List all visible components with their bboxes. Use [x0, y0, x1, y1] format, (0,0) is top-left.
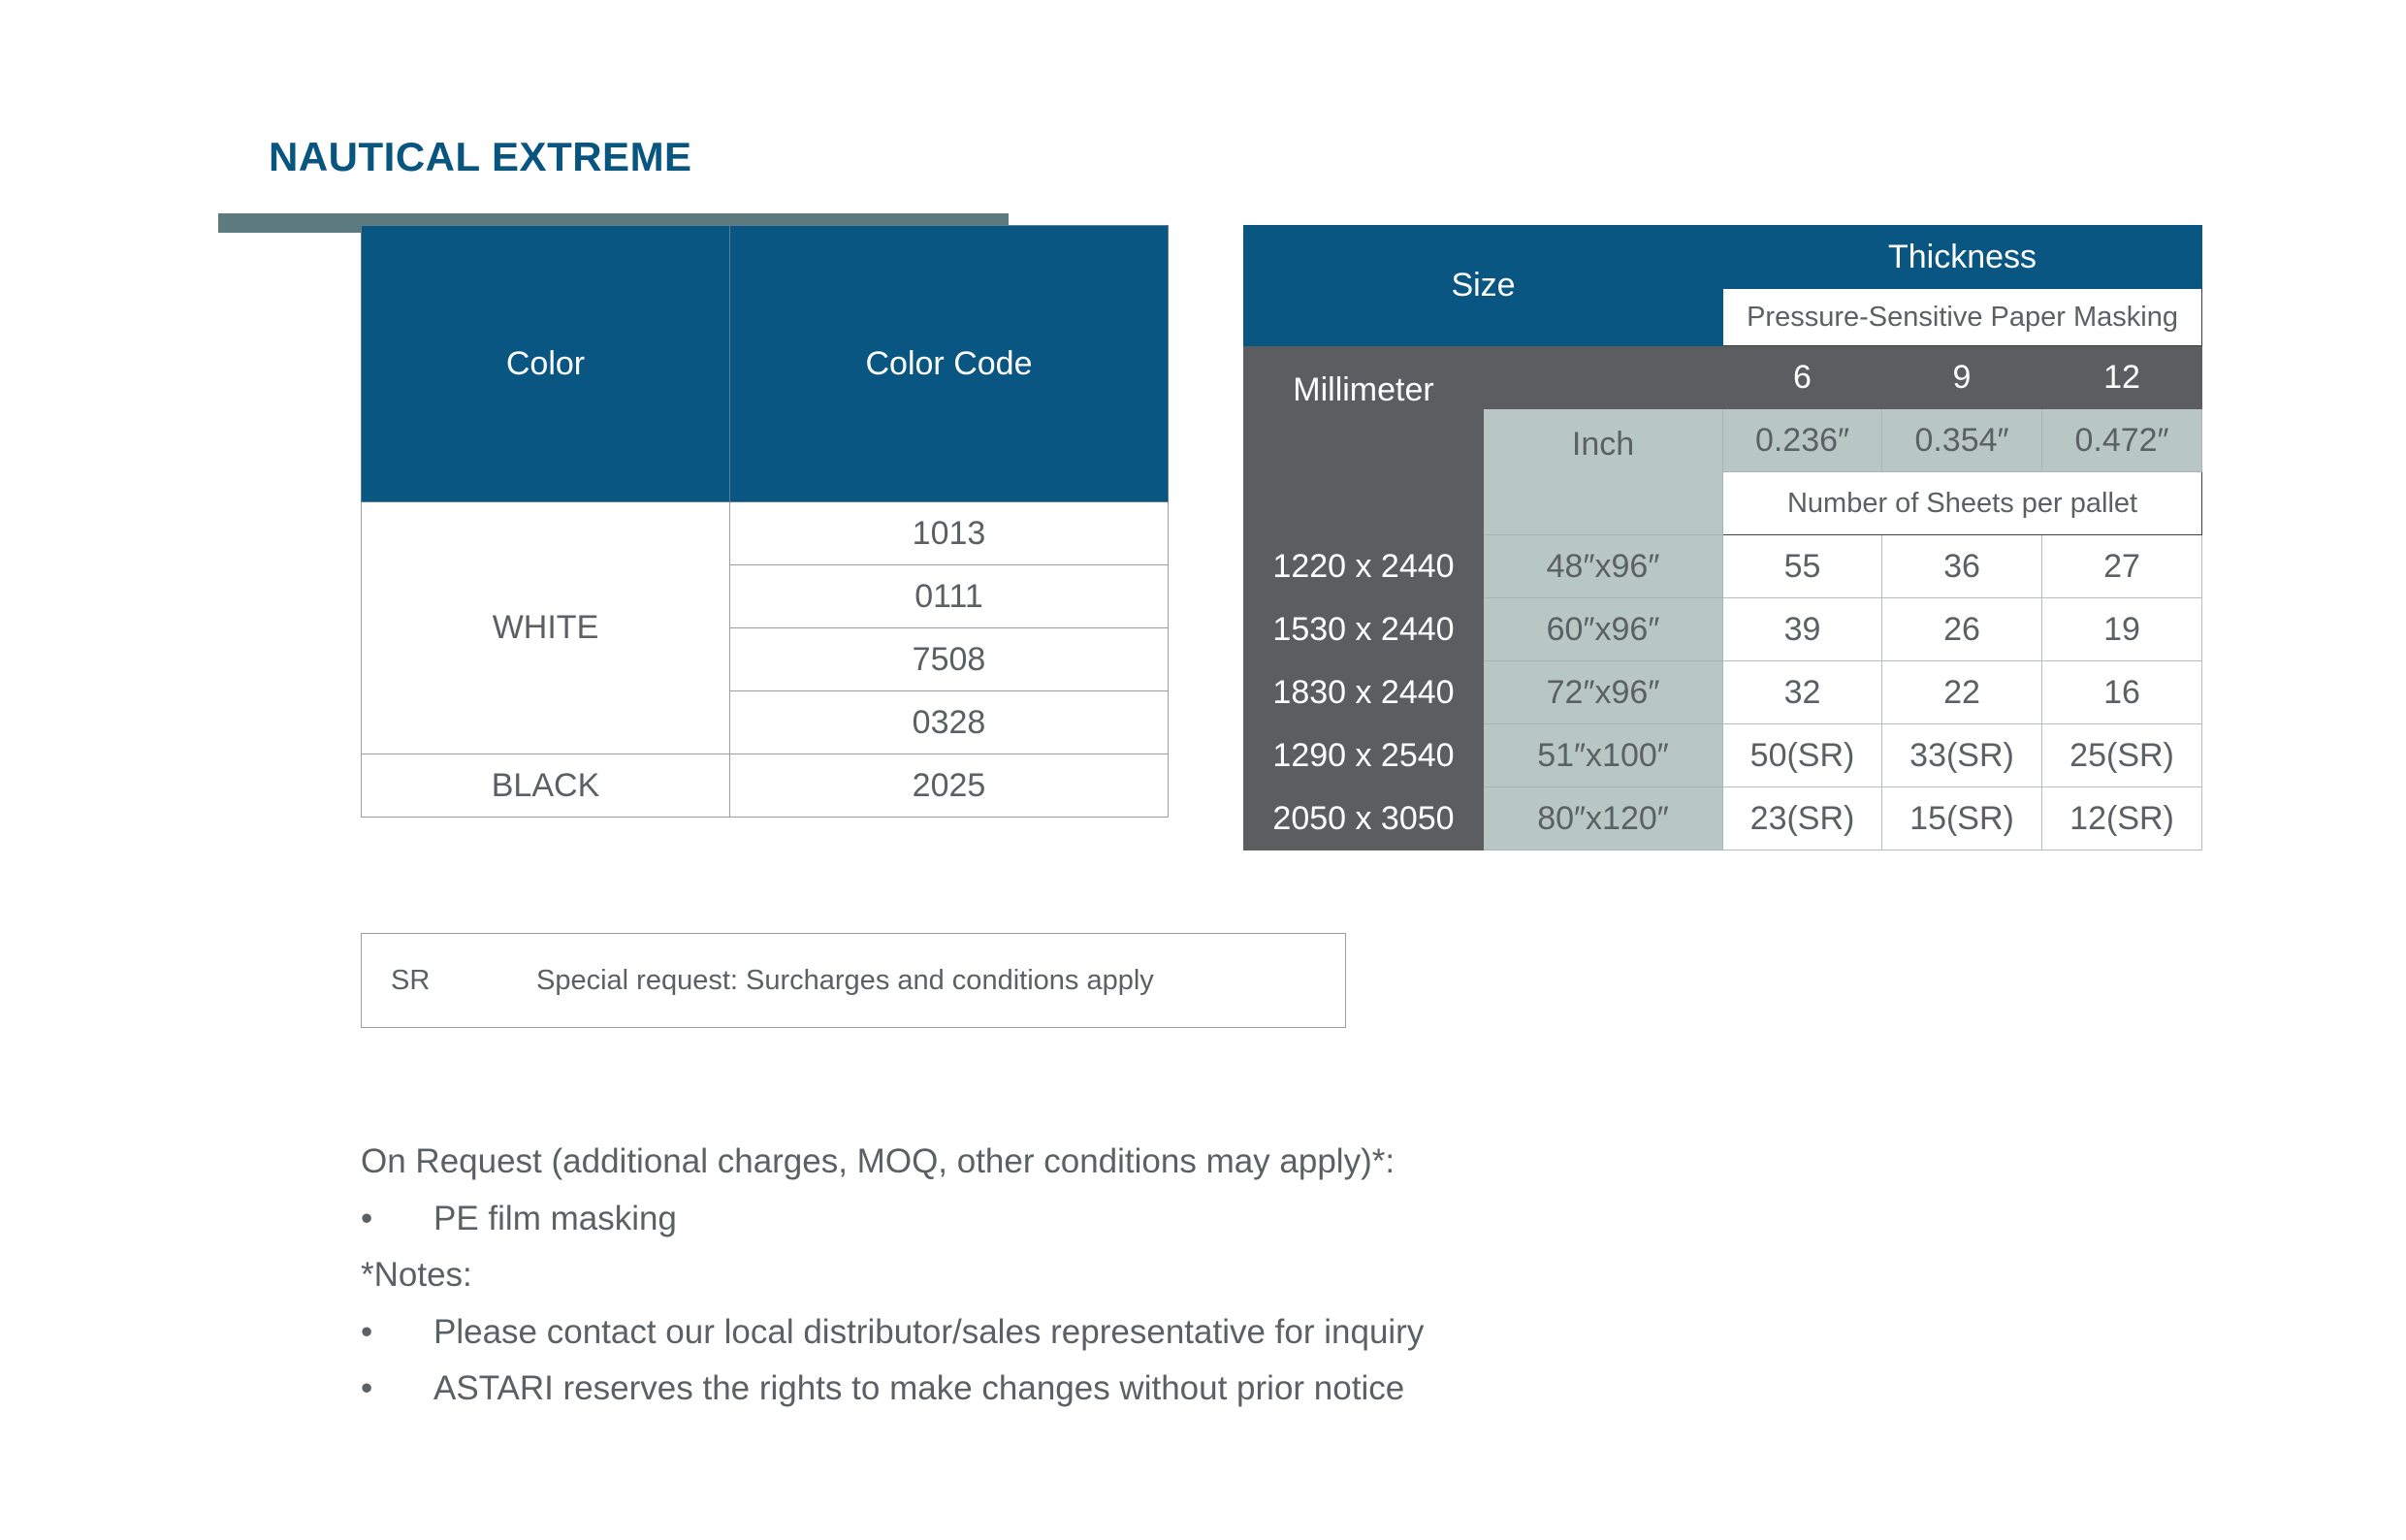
thickness-inch-row: Inch 0.236″ 0.354″ 0.472″ — [1244, 408, 2203, 535]
size-inch-cell: 72″x96″ — [1482, 660, 1724, 724]
thickness-mm-9: 9 — [1881, 345, 2043, 409]
sheets-cell: 23(SR) — [1722, 786, 1883, 850]
size-inch-cell: 48″x96″ — [1482, 534, 1724, 598]
thickness-inch-12: 0.472″ — [2041, 408, 2203, 472]
size-inch-cell: 60″x96″ — [1482, 597, 1724, 661]
sheets-label-row: Number of Sheets per pallet — [1244, 471, 2203, 535]
inch-label: Inch — [1571, 426, 1635, 463]
size-mm-cell: 1530 x 2440 — [1243, 597, 1484, 661]
sheets-cell: 19 — [2041, 597, 2203, 661]
thickness-mm-6: 6 — [1722, 345, 1883, 409]
size-inch-cell: 51″x100″ — [1482, 723, 1724, 787]
color-table-header-row: Color Color Code — [361, 225, 1169, 502]
sheets-cell: 16 — [2041, 660, 2203, 724]
notes-heading: *Notes: — [361, 1256, 1395, 1313]
size-mm-cell: 1830 x 2440 — [1243, 660, 1484, 724]
size-mm-cell: 2050 x 3050 — [1243, 786, 1484, 850]
color-code-cell: 7508 — [729, 627, 1169, 691]
thickness-inch-9: 0.354″ — [1881, 408, 2043, 472]
color-black: BLACK — [361, 754, 730, 818]
note-item: Please contact our local distributor/sal… — [433, 1312, 1425, 1351]
color-code-cell: 0111 — [729, 564, 1169, 628]
sheets-cell: 15(SR) — [1881, 786, 2043, 850]
on-request-item: PE film masking — [433, 1199, 677, 1237]
size-table: Size Thickness Pressure-Sensitive Paper … — [1242, 225, 2203, 850]
bullet: • — [361, 1369, 373, 1407]
thickness-inch-6: 0.236″ — [1722, 408, 1883, 472]
color-header: Color — [361, 225, 730, 502]
sheets-cell: 55 — [1722, 534, 1883, 598]
page-title: NAUTICAL EXTREME — [269, 134, 692, 179]
header-spacer — [1482, 345, 1724, 409]
sheets-cell: 26 — [1881, 597, 2043, 661]
masking-row: Pressure-Sensitive Paper Masking — [1244, 288, 2203, 346]
legend-description: Special request: Surcharges and conditio… — [536, 965, 1154, 996]
size-mm-cell: 1290 x 2540 — [1243, 723, 1484, 787]
table-row: 1290 x 2540 51″x100″ 50(SR) 33(SR) 25(SR… — [1243, 723, 2203, 787]
list-item: • Please contact our local distributor/s… — [361, 1312, 1424, 1370]
thickness-mm-row: Millimeter 6 9 12 — [1243, 345, 2203, 535]
table-row: 1830 x 2440 72″x96″ 32 22 16 — [1243, 660, 2203, 724]
sheets-cell: 32 — [1722, 660, 1883, 724]
list-item: • PE film masking — [361, 1200, 1395, 1257]
color-code-cell: 0328 — [729, 690, 1169, 754]
thickness-header: Thickness — [1722, 225, 2203, 289]
sheets-cell: 27 — [2041, 534, 2203, 598]
sheets-cell: 39 — [1722, 597, 1883, 661]
size-header: Size — [1242, 225, 1724, 346]
inch-header: Inch — [1482, 408, 1724, 535]
color-white: WHITE — [361, 501, 730, 754]
sheets-cell: 33(SR) — [1881, 723, 2043, 787]
sheets-cell: 36 — [1881, 534, 2043, 598]
table-row: 0328 — [362, 690, 1169, 754]
color-code-header: Color Code — [729, 225, 1169, 502]
bullet: • — [361, 1312, 373, 1351]
table-row: 0111 — [362, 564, 1169, 628]
size-mm-cell: 1220 x 2440 — [1243, 534, 1484, 598]
millimeter-header: Millimeter — [1243, 345, 1484, 535]
thickness-mm-12: 12 — [2041, 345, 2203, 409]
table-row: 2050 x 3050 80″x120″ 23(SR) 15(SR) 12(SR… — [1243, 786, 2203, 850]
list-item: • ASTARI reserves the rights to make cha… — [361, 1369, 1404, 1427]
sheets-cell: 22 — [1881, 660, 2043, 724]
table-row: WHITE 1013 — [361, 501, 1169, 754]
color-code-cell: 2025 — [729, 754, 1169, 818]
table-row: 1530 x 2440 60″x96″ 39 26 19 — [1243, 597, 2203, 661]
color-table: Color Color Code WHITE 1013 0111 7508 03… — [361, 225, 1169, 818]
table-row: 1220 x 2440 48″x96″ 55 36 27 — [1243, 534, 2203, 598]
size-inch-cell: 80″x120″ — [1482, 786, 1724, 850]
millimeter-label: Millimeter — [1293, 370, 1434, 408]
table-row: 7508 — [362, 627, 1169, 691]
sheets-cell: 12(SR) — [2041, 786, 2203, 850]
on-request-heading: On Request (additional charges, MOQ, oth… — [361, 1142, 1395, 1200]
notes-section: On Request (additional charges, MOQ, oth… — [361, 1142, 1424, 1427]
size-header-row: Size Thickness — [1242, 225, 2203, 346]
legend-box: SR Special request: Surcharges and condi… — [361, 933, 1346, 1028]
note-item: ASTARI reserves the rights to make chang… — [433, 1369, 1405, 1407]
sheets-label: Number of Sheets per pallet — [1722, 471, 2203, 535]
table-row: BLACK 2025 — [361, 754, 1169, 818]
on-request-text: On Request (additional charges, MOQ, oth… — [361, 1142, 1395, 1180]
color-code-cell: 1013 — [729, 501, 1169, 565]
sheets-cell: 50(SR) — [1722, 723, 1883, 787]
legend-abbr: SR — [391, 965, 431, 996]
sheets-cell: 25(SR) — [2041, 723, 2203, 787]
bullet: • — [361, 1199, 373, 1237]
masking-label: Pressure-Sensitive Paper Masking — [1722, 288, 2203, 346]
notes-label: *Notes: — [361, 1256, 472, 1294]
